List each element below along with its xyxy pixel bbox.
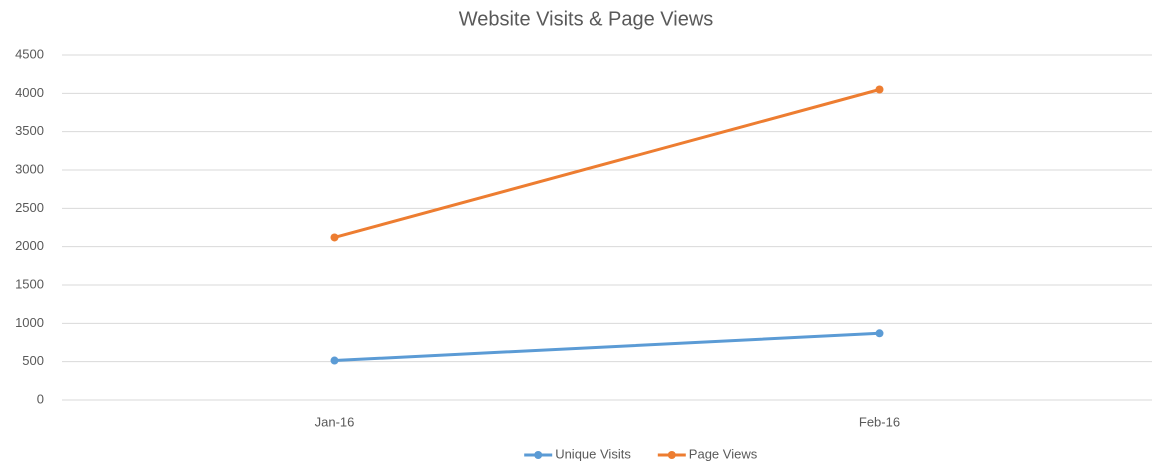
point <box>330 233 339 242</box>
x-tick-label: Feb-16 <box>859 414 900 429</box>
legend-marker <box>534 451 543 459</box>
series-line <box>333 331 881 363</box>
y-tick-label: 4500 <box>15 46 44 61</box>
y-tick-label: 0 <box>37 391 44 406</box>
legend-label: Page Views <box>689 446 758 461</box>
point <box>875 329 884 338</box>
y-tick-label: 3500 <box>15 123 44 138</box>
y-tick-label: 2500 <box>15 200 44 215</box>
y-tick-label: 1000 <box>15 315 44 330</box>
x-tick-label: Jan-16 <box>315 414 355 429</box>
series-line <box>333 88 881 239</box>
point <box>330 356 339 365</box>
legend-label: Unique Visits <box>555 446 631 461</box>
legend-marker <box>667 451 676 459</box>
point <box>875 85 884 94</box>
y-tick-label: 500 <box>22 353 44 368</box>
y-tick-label: 4000 <box>15 85 44 100</box>
chart-title: Website Visits & Page Views <box>459 8 714 30</box>
y-tick-label: 1500 <box>15 276 44 291</box>
y-tick-label: 3000 <box>15 161 44 176</box>
y-tick-label: 2000 <box>15 238 44 253</box>
